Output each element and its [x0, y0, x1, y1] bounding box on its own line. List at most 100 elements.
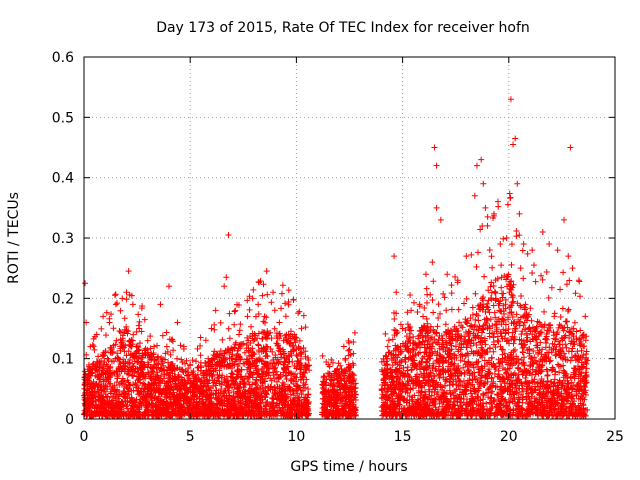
data-point	[200, 372, 207, 379]
data-point	[207, 406, 214, 413]
data-point	[157, 378, 164, 385]
data-point	[139, 366, 146, 373]
data-point	[268, 299, 275, 306]
data-point	[212, 390, 219, 397]
data-point	[121, 329, 128, 336]
data-point	[287, 391, 294, 398]
data-point	[272, 351, 279, 358]
data-point	[257, 374, 264, 381]
data-point	[285, 385, 292, 392]
data-point	[199, 388, 206, 395]
data-point	[138, 385, 145, 392]
data-point	[110, 342, 117, 349]
data-point	[114, 300, 121, 307]
data-point	[305, 391, 312, 398]
data-point	[269, 395, 276, 402]
data-point	[200, 403, 207, 410]
data-point	[283, 372, 290, 379]
data-point	[145, 371, 152, 378]
data-point	[110, 358, 117, 365]
data-point	[277, 332, 284, 339]
data-point	[229, 355, 236, 362]
data-point	[131, 369, 138, 376]
data-point	[267, 401, 274, 408]
data-point	[297, 345, 304, 352]
data-point	[135, 387, 142, 394]
data-point	[378, 386, 385, 393]
data-point	[253, 362, 260, 369]
data-point	[112, 291, 119, 298]
data-point	[224, 378, 231, 385]
data-point	[107, 365, 114, 372]
data-point	[237, 321, 244, 328]
data-point	[121, 315, 128, 322]
data-point	[142, 389, 149, 396]
data-point	[247, 370, 254, 377]
data-point	[197, 352, 204, 359]
data-point	[102, 382, 109, 389]
data-point	[130, 387, 137, 394]
data-point	[174, 364, 181, 371]
data-point	[296, 337, 303, 344]
data-point	[262, 403, 269, 410]
data-point	[290, 380, 297, 387]
data-point	[291, 373, 298, 380]
data-point	[110, 325, 117, 332]
data-point	[287, 348, 294, 355]
data-point	[255, 330, 262, 337]
data-point	[243, 356, 250, 363]
data-point	[209, 402, 216, 409]
data-point	[202, 337, 209, 344]
data-point	[122, 381, 129, 388]
data-point	[163, 401, 170, 408]
data-point	[302, 324, 309, 331]
data-point	[160, 375, 167, 382]
data-point	[179, 376, 186, 383]
data-point	[154, 342, 161, 349]
data-point	[297, 355, 304, 362]
data-point	[264, 332, 271, 339]
data-point	[232, 307, 239, 314]
data-point	[198, 384, 205, 391]
data-point	[319, 352, 326, 359]
data-point	[117, 329, 124, 336]
data-point	[177, 379, 184, 386]
data-point	[273, 330, 280, 337]
data-point	[109, 394, 116, 401]
data-point	[159, 332, 166, 339]
data-point	[135, 311, 142, 318]
data-point	[246, 370, 253, 377]
data-point	[302, 348, 309, 355]
data-point	[262, 353, 269, 360]
scatter-marks	[81, 96, 591, 419]
data-point	[98, 325, 105, 332]
data-point	[102, 391, 109, 398]
data-point	[260, 357, 267, 364]
data-point	[163, 370, 170, 377]
data-point	[152, 361, 159, 368]
data-point	[141, 316, 148, 323]
data-point	[231, 321, 238, 328]
data-point	[459, 324, 466, 331]
data-point	[219, 402, 226, 409]
data-point	[259, 329, 266, 336]
data-point	[295, 310, 302, 317]
data-point	[261, 375, 268, 382]
data-point	[111, 292, 118, 299]
data-point	[278, 290, 285, 297]
data-point	[249, 355, 256, 362]
data-point	[253, 377, 260, 384]
data-point	[104, 368, 111, 375]
data-point	[193, 393, 200, 400]
data-point	[261, 319, 268, 326]
data-point	[123, 323, 130, 330]
data-point	[121, 326, 128, 333]
data-point	[100, 361, 107, 368]
data-point	[168, 383, 175, 390]
data-point	[286, 340, 293, 347]
data-point	[211, 326, 218, 333]
data-point	[300, 312, 307, 319]
data-point	[174, 355, 181, 362]
data-point	[494, 383, 501, 390]
